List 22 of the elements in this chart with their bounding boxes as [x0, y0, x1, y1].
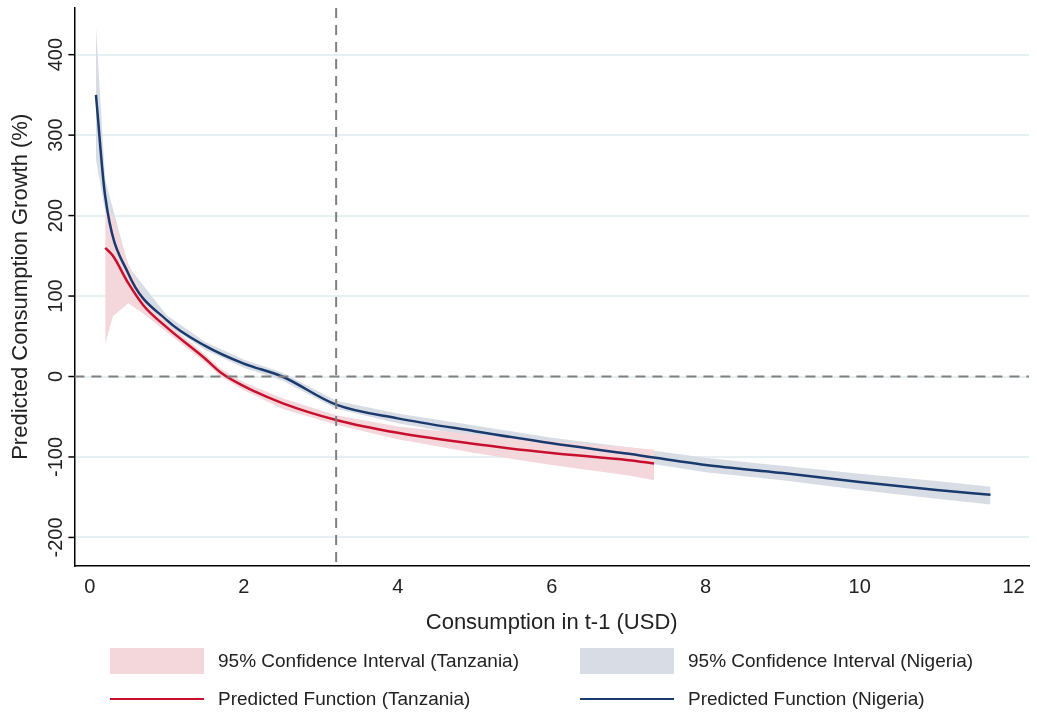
x-tick-label: 10	[848, 575, 871, 598]
x-axis-title: Consumption in t-1 (USD)	[425, 608, 678, 634]
y-tick-label: 200	[43, 198, 66, 233]
x-tick-label: 12	[1002, 575, 1025, 598]
x-tick-label: 4	[392, 575, 404, 598]
legend-label: Predicted Function (Nigeria)	[688, 688, 925, 710]
x-tick-label: 6	[546, 575, 558, 598]
y-tick-label: -100	[43, 436, 66, 477]
x-tick-label: 0	[84, 575, 96, 598]
x-tick-label: 2	[238, 575, 250, 598]
y-tick-label: 300	[43, 118, 66, 152]
y-tick-label: 0	[43, 370, 66, 383]
y-tick-label: 100	[43, 279, 66, 313]
text: 95% Confidence Interval (Nigeria)	[688, 650, 974, 672]
x-tick-label: 8	[700, 575, 712, 598]
y-tick-label: 400	[43, 37, 66, 72]
y-axis-title: Predicted Consumption Growth (%)	[7, 113, 33, 460]
text: 95% Confidence Interval (Tanzania)	[218, 650, 520, 672]
line-series	[103, 246, 656, 465]
line-series	[94, 93, 992, 497]
y-tick-label: -200	[43, 517, 66, 558]
legend-label: Predicted Function (Tanzania)	[218, 688, 471, 710]
